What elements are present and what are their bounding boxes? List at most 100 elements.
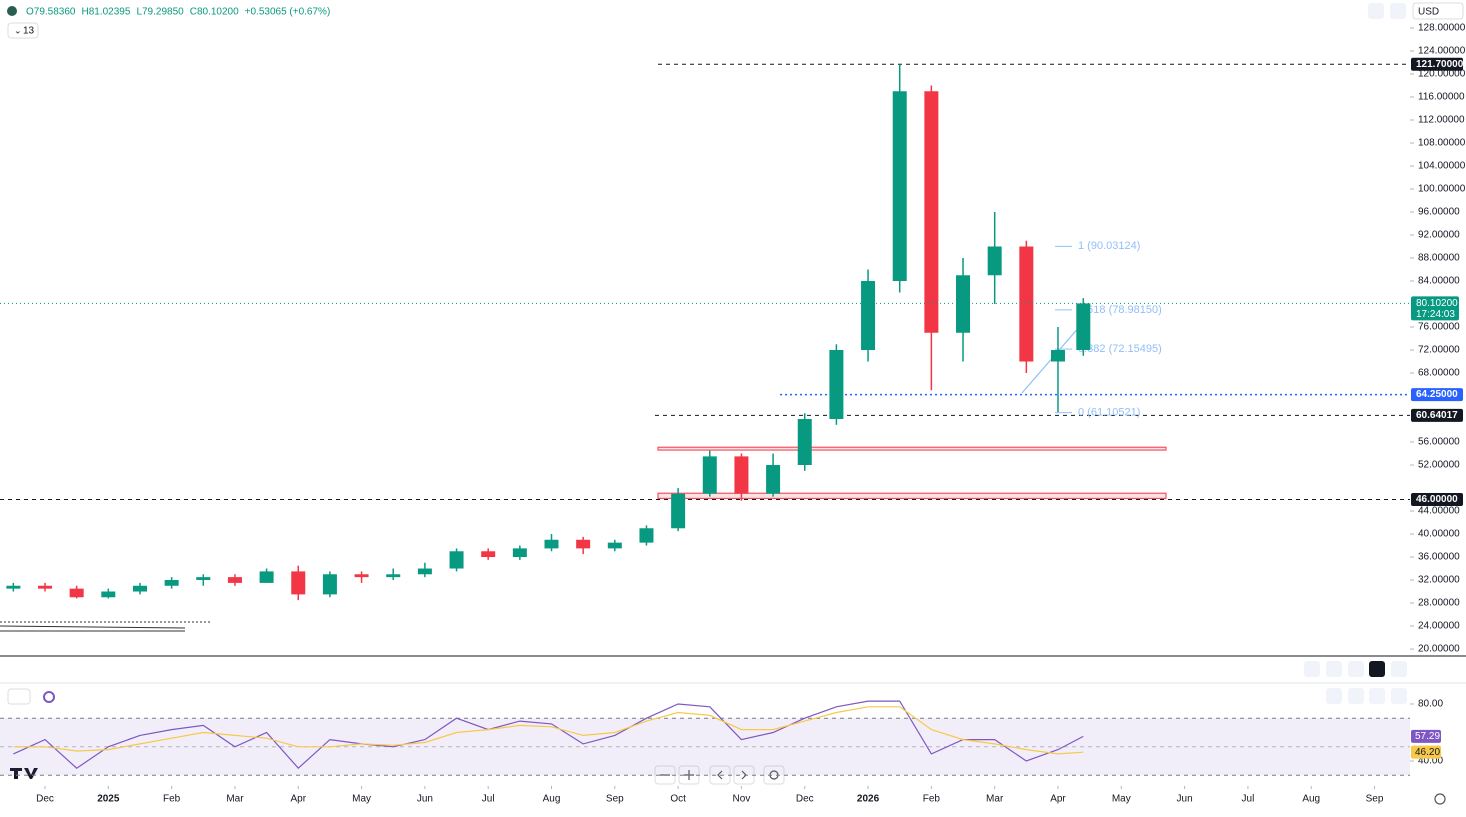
candle-body xyxy=(512,548,527,558)
candle-body xyxy=(1076,303,1091,351)
candle-body xyxy=(481,551,496,558)
rsi-line xyxy=(13,700,1084,770)
candle-body xyxy=(291,571,306,595)
y-tick-label: 20.00000 xyxy=(1418,644,1460,655)
rsi-value-label: 57.29 xyxy=(1415,731,1440,742)
x-tick-label: Jul xyxy=(482,794,495,805)
candle-body xyxy=(829,350,844,420)
zoom-toolbar xyxy=(654,765,785,785)
x-tick-label: Feb xyxy=(163,794,181,805)
x-tick-label: 2026 xyxy=(857,794,880,805)
y-tick-label: 44.00000 xyxy=(1418,506,1460,517)
rsi-value-box xyxy=(1411,729,1441,743)
move-up-button[interactable] xyxy=(1326,688,1342,704)
candle-body xyxy=(101,591,116,598)
logo xyxy=(10,768,38,779)
x-tick-label: Jun xyxy=(417,794,433,805)
candle-body xyxy=(196,577,211,581)
x-tick-label: Feb xyxy=(923,794,941,805)
x-tick-label: May xyxy=(1112,794,1131,805)
y-tick-label: 124.00000 xyxy=(1418,46,1466,57)
candle-body xyxy=(132,585,147,592)
move-down-button[interactable] xyxy=(1326,661,1342,677)
delete-button[interactable] xyxy=(1348,661,1364,677)
x-tick-label: 2025 xyxy=(97,794,120,805)
download-button[interactable] xyxy=(1368,3,1384,19)
rsi-icon xyxy=(43,691,55,703)
ohlc-header: O79.58360 H81.02395 L79.29850 C80.10200 +0.5… xyxy=(26,7,330,18)
maximize-button[interactable] xyxy=(1391,661,1407,677)
refresh-button[interactable] xyxy=(1390,3,1406,19)
x-tick-label: Apr xyxy=(290,794,306,805)
last-price-box xyxy=(1411,296,1459,321)
settings-button[interactable] xyxy=(1434,793,1446,805)
candle-body xyxy=(892,91,907,282)
x-tick-label: Aug xyxy=(1302,794,1320,805)
pane-toolbar xyxy=(7,661,1407,705)
y-tick-label: 72.00000 xyxy=(1418,345,1460,356)
rsi-toggle[interactable] xyxy=(7,688,31,705)
y-tick-label: 88.00000 xyxy=(1418,253,1460,264)
y-tick-label: 36.00000 xyxy=(1418,552,1460,563)
y-tick-label: 56.00000 xyxy=(1418,437,1460,448)
candle-body xyxy=(734,456,749,494)
x-tick-label: Apr xyxy=(1050,794,1066,805)
x-tick-label: Dec xyxy=(796,794,814,805)
y-tick-label: 40.00000 xyxy=(1418,529,1460,540)
candle-body xyxy=(354,574,369,578)
y-tick-label: 112.00000 xyxy=(1418,115,1465,126)
indicator-count: 13 xyxy=(23,26,35,37)
y-tick-label: 84.00000 xyxy=(1418,276,1460,287)
fib-label: 0.382 (72.15495) xyxy=(1078,343,1162,355)
support-label-box xyxy=(1411,388,1463,402)
maximize-button[interactable] xyxy=(1391,688,1407,704)
candle-body xyxy=(544,539,559,549)
candle-body xyxy=(797,419,812,466)
candle-body xyxy=(956,275,971,333)
zone xyxy=(657,492,1167,499)
x-tick-label: Sep xyxy=(606,794,624,805)
last-price-label: 80.10200 xyxy=(1416,298,1458,309)
currency-select[interactable] xyxy=(1412,2,1464,20)
x-tick-label: Sep xyxy=(1366,794,1384,805)
level-label: 46.00000 xyxy=(1416,494,1458,505)
candle-body xyxy=(576,539,591,549)
y-tick-label: 32.00000 xyxy=(1418,575,1460,586)
y-tick-label: 52.00000 xyxy=(1418,460,1460,471)
fib-label: 0 (61.10521) xyxy=(1078,407,1140,419)
y-tick-label: 116.00000 xyxy=(1418,92,1465,103)
rsi-line xyxy=(13,706,1084,755)
delete-button[interactable] xyxy=(1348,688,1364,704)
ohlc-value: +0.53065 (+0.67%) xyxy=(245,7,331,18)
indicator-toggle[interactable] xyxy=(7,22,39,39)
x-tick-label: Mar xyxy=(986,794,1004,805)
rsi-value-label: 46.20 xyxy=(1415,747,1440,758)
currency: USD xyxy=(1418,7,1439,18)
y-tick-label: 108.00000 xyxy=(1418,138,1466,149)
candle-body xyxy=(987,246,1002,276)
candle-body xyxy=(1050,350,1065,362)
move-up-button[interactable] xyxy=(1304,661,1320,677)
x-tick-label: Oct xyxy=(670,794,686,805)
collapse-button[interactable] xyxy=(1369,661,1385,677)
y-tick-label: 28.00000 xyxy=(1418,598,1460,609)
level-label: 121.70000 xyxy=(1416,59,1464,70)
drawing-line xyxy=(0,625,186,629)
y-tick-label: 68.00000 xyxy=(1418,368,1460,379)
candle-body xyxy=(607,542,622,549)
x-tick-label: Dec xyxy=(36,794,54,805)
candle-body xyxy=(69,588,84,598)
x-tick-label: Jun xyxy=(1177,794,1193,805)
y-tick-label: 92.00000 xyxy=(1418,230,1460,241)
chevron: ⌄ xyxy=(14,25,22,35)
symbol-icon xyxy=(7,6,17,16)
icon xyxy=(717,770,723,780)
y-tick-label: 24.00000 xyxy=(1418,621,1460,632)
zone xyxy=(657,446,1167,451)
candle-body xyxy=(639,528,654,543)
candle-body xyxy=(164,580,179,586)
collapse-button[interactable] xyxy=(1369,688,1385,704)
level-label-box xyxy=(1411,57,1463,71)
